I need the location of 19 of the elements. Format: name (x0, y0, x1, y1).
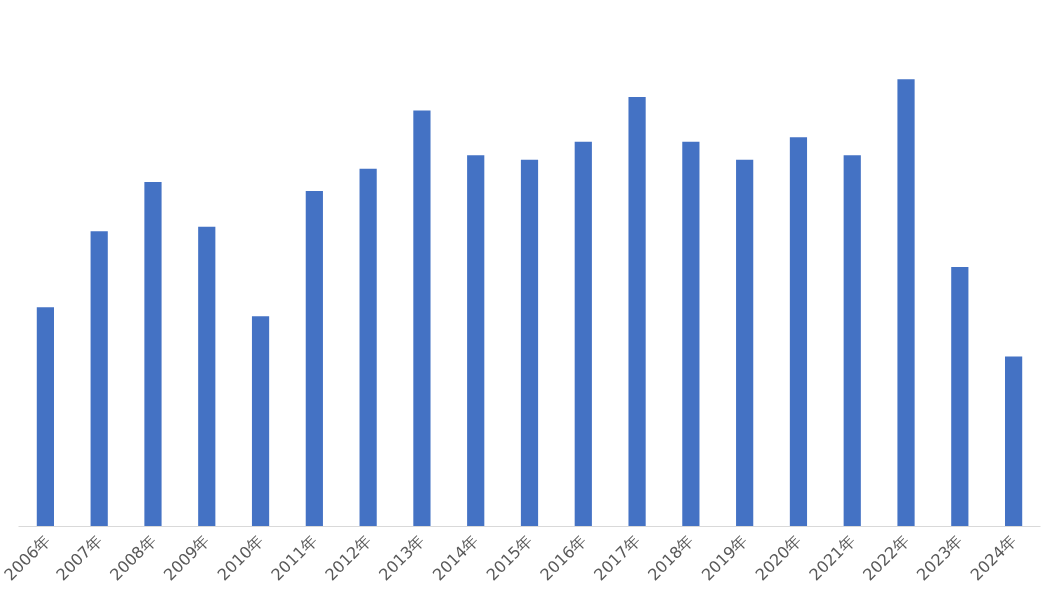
bar (628, 97, 646, 527)
bar (843, 155, 861, 527)
bar (574, 141, 592, 527)
bar (682, 141, 700, 527)
bar (144, 182, 162, 527)
bar (789, 137, 808, 527)
bar (305, 191, 323, 527)
bar (467, 155, 485, 527)
bar (520, 159, 539, 527)
bar (413, 110, 431, 527)
bar (951, 267, 969, 527)
bar (36, 307, 54, 527)
bar (897, 79, 915, 527)
bar (90, 231, 108, 527)
bar (736, 159, 754, 527)
bar (359, 168, 377, 527)
bar (1005, 356, 1023, 527)
bar (198, 226, 216, 527)
bar (251, 316, 270, 527)
